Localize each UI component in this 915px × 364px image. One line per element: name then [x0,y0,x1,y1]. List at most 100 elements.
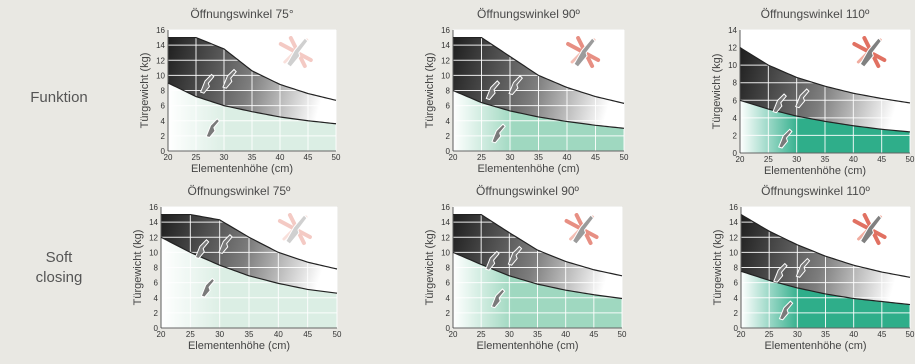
y-tick-label: 10 [149,248,158,257]
x-tick-label: 35 [821,155,830,164]
x-tick-label: 45 [589,330,598,339]
y-tick-label: 12 [156,56,165,65]
y-tick-label: 8 [446,264,451,273]
opening-arrow-icon [277,213,312,245]
y-tick-label: 12 [441,56,450,65]
y-axis-label: Türgewicht (kg) [711,54,723,130]
y-tick-label: 8 [161,87,166,96]
chart-title: Öffnungswinkel 90º [477,7,581,21]
door-icon [199,73,215,94]
x-tick-label: 40 [849,155,858,164]
x-tick-label: 35 [248,153,257,162]
y-tick-label: 2 [446,309,451,318]
y-tick-label: 14 [156,41,165,50]
y-tick-label: 6 [733,96,738,105]
door-icon [194,239,210,260]
chart-title: Öffnungswinkel 75° [190,7,294,21]
x-axis-label: Elementenhöhe (cm) [477,163,579,175]
y-tick-label: 6 [734,279,739,288]
x-tick-label: 35 [821,330,830,339]
chart-svg: 20 25 30 35 40 45 50 0 2 4 6 8 10 12 14 16 Öffnungswinke… [712,184,915,352]
x-tick-label: 40 [274,330,283,339]
upper-curve [740,214,911,278]
y-tick-label: 12 [728,44,737,53]
x-tick-label: 50 [332,153,341,162]
door-icon [205,118,221,139]
x-tick-label: 30 [505,330,514,339]
x-tick-label: 40 [276,153,285,162]
y-tick-label: 6 [154,279,159,288]
y-tick-label: 0 [161,147,166,156]
row-label-line: Soft [45,249,73,266]
y-tick-label: 6 [446,102,451,111]
y-tick-label: 4 [734,294,739,303]
door-icon [773,262,788,283]
x-tick-label: 50 [333,330,342,339]
door-icon [508,75,523,96]
y-axis-label: Türgewicht (kg) [424,230,436,306]
x-tick-label: 35 [533,330,542,339]
y-tick-label: 4 [161,117,166,126]
upper-curve [453,213,623,277]
x-tick-label: 40 [563,153,572,162]
chart-title: Öffnungswinkel 110º [761,7,870,21]
row-label-funktion: Funktion [0,88,118,108]
y-tick-label: 16 [729,203,738,212]
y-tick-label: 8 [734,264,739,273]
y-tick-label: 0 [734,324,739,333]
x-tick-label: 50 [620,153,629,162]
chart-1: 20 25 30 35 40 45 50 0 2 4 6 8 10 12 14 16 Öffnungswinke… [400,7,629,186]
y-tick-label: 14 [728,26,737,35]
chart-0: 20 25 30 35 40 45 50 0 2 4 6 8 10 12 14 16 Öffnungswinke… [115,7,341,186]
y-axis-label: Türgewicht (kg) [712,230,724,306]
y-axis-label: Türgewicht (kg) [132,230,144,306]
y-tick-label: 14 [729,218,738,227]
x-tick-label: 20 [449,153,458,162]
grid [740,206,911,329]
y-tick-label: 16 [441,26,450,35]
upper-curve [739,47,911,104]
y-tick-label: 10 [156,71,165,80]
y-tick-label: 16 [149,203,158,212]
y-tick-label: 2 [733,131,738,140]
x-axis-label: Elementenhöhe (cm) [764,340,866,352]
y-tick-label: 0 [733,149,738,158]
y-tick-label: 14 [149,218,158,227]
y-tick-label: 14 [441,41,450,50]
door-icon [778,128,793,149]
x-tick-label: 45 [591,153,600,162]
x-tick-label: 45 [304,153,313,162]
door-icon [200,277,216,298]
x-tick-label: 30 [215,330,224,339]
opening-arrow-icon [564,213,599,245]
x-axis-label: Elementenhöhe (cm) [188,340,290,352]
door-icon [485,250,500,271]
chart-4: 20 25 30 35 40 45 50 0 2 4 6 8 10 12 14 16 Öffnungswinke… [400,184,627,364]
chart-title: Öffnungswinkel 110º [761,184,870,198]
x-tick-label: 35 [245,330,254,339]
x-tick-label: 20 [736,155,745,164]
y-tick-label: 12 [729,233,738,242]
x-axis-label: Elementenhöhe (cm) [764,165,866,177]
row-label-soft-closing: Soft closing [0,248,118,288]
x-tick-label: 30 [220,153,229,162]
chart-title: Öffnungswinkel 90º [476,184,580,198]
x-tick-label: 30 [792,155,801,164]
y-tick-label: 12 [149,233,158,242]
y-tick-label: 10 [441,71,450,80]
upper-curve [161,213,338,270]
lower-curve [739,99,911,133]
y-tick-label: 10 [441,248,450,257]
row-label-line: Funktion [30,89,88,106]
chart-svg: 20 25 30 35 40 45 50 0 2 4 6 8 10 12 14 16 Öffnungswinke… [139,7,341,175]
lower-curve [452,251,623,300]
opening-arrow-icon [278,36,313,68]
x-tick-label: 20 [157,330,166,339]
door-icon [772,93,787,114]
x-tick-label: 25 [477,330,486,339]
upper-curve [453,36,625,104]
y-tick-label: 6 [446,279,451,288]
x-tick-label: 25 [186,330,195,339]
chart-svg: 20 25 30 35 40 45 50 0 2 4 6 8 10 12 14 16 Öffnungswinke… [132,184,342,352]
door-icon [795,257,811,278]
